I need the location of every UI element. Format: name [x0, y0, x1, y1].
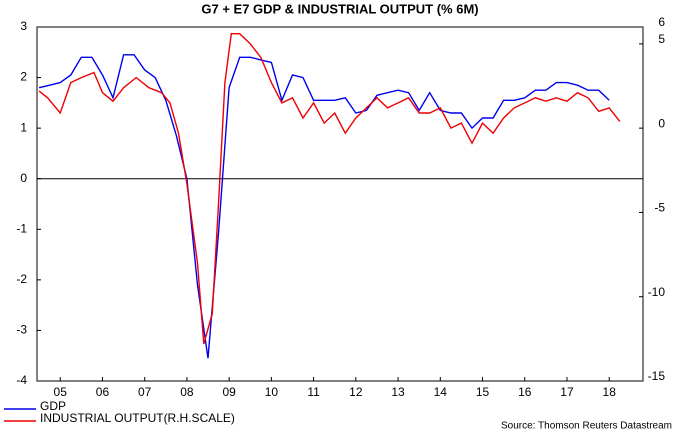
chart-title: G7 + E7 GDP & INDUSTRIAL OUTPUT (% 6M): [201, 1, 478, 16]
y-tick-label: -1: [16, 221, 27, 235]
y2-tick-label: -15: [648, 369, 666, 383]
source: Source: Thomson Reuters Datastream: [501, 421, 672, 432]
y-tick-label: -2: [16, 272, 27, 286]
y2-tick-label: -5: [654, 201, 665, 215]
x-tick-label: 12: [349, 385, 363, 399]
y-tick-label: -3: [16, 323, 27, 337]
legend-label: GDP: [40, 399, 66, 413]
x-tick-label: 14: [434, 385, 448, 399]
series-line: [38, 33, 621, 345]
x-tick-label: 10: [265, 385, 279, 399]
y-tick-label: 3: [20, 19, 27, 33]
x-tick-label: 17: [560, 385, 574, 399]
y-tick-label: 0: [20, 171, 27, 185]
y-tick-label: 2: [20, 70, 27, 84]
y2-tick-label: 5: [658, 32, 665, 46]
legend-label: INDUSTRIAL OUTPUT(R.H.SCALE): [40, 411, 235, 425]
x-tick-label: 06: [96, 385, 110, 399]
y2-tick-label: 6: [658, 15, 665, 29]
y2-tick-label: -10: [648, 285, 666, 299]
y-tick-label: -4: [16, 373, 27, 387]
x-tick-label: 09: [222, 385, 236, 399]
y-tick-label: 1: [20, 120, 27, 134]
plot-frame: [36, 26, 644, 382]
x-tick-label: 07: [138, 385, 152, 399]
x-tick-label: 05: [54, 385, 68, 399]
y2-tick-label: 0: [658, 116, 665, 130]
x-tick-label: 13: [391, 385, 405, 399]
series-line: [38, 54, 610, 359]
x-tick-label: 11: [307, 385, 320, 399]
x-tick-label: 08: [180, 385, 194, 399]
x-tick-label: 18: [603, 385, 617, 399]
x-tick-label: 15: [476, 385, 490, 399]
x-tick-label: 16: [518, 385, 532, 399]
